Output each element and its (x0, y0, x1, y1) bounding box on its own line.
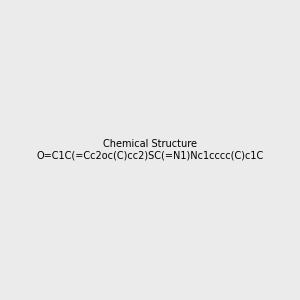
Text: Chemical Structure
O=C1C(=Cc2oc(C)cc2)SC(=N1)Nc1cccc(C)c1C: Chemical Structure O=C1C(=Cc2oc(C)cc2)SC… (36, 139, 264, 161)
